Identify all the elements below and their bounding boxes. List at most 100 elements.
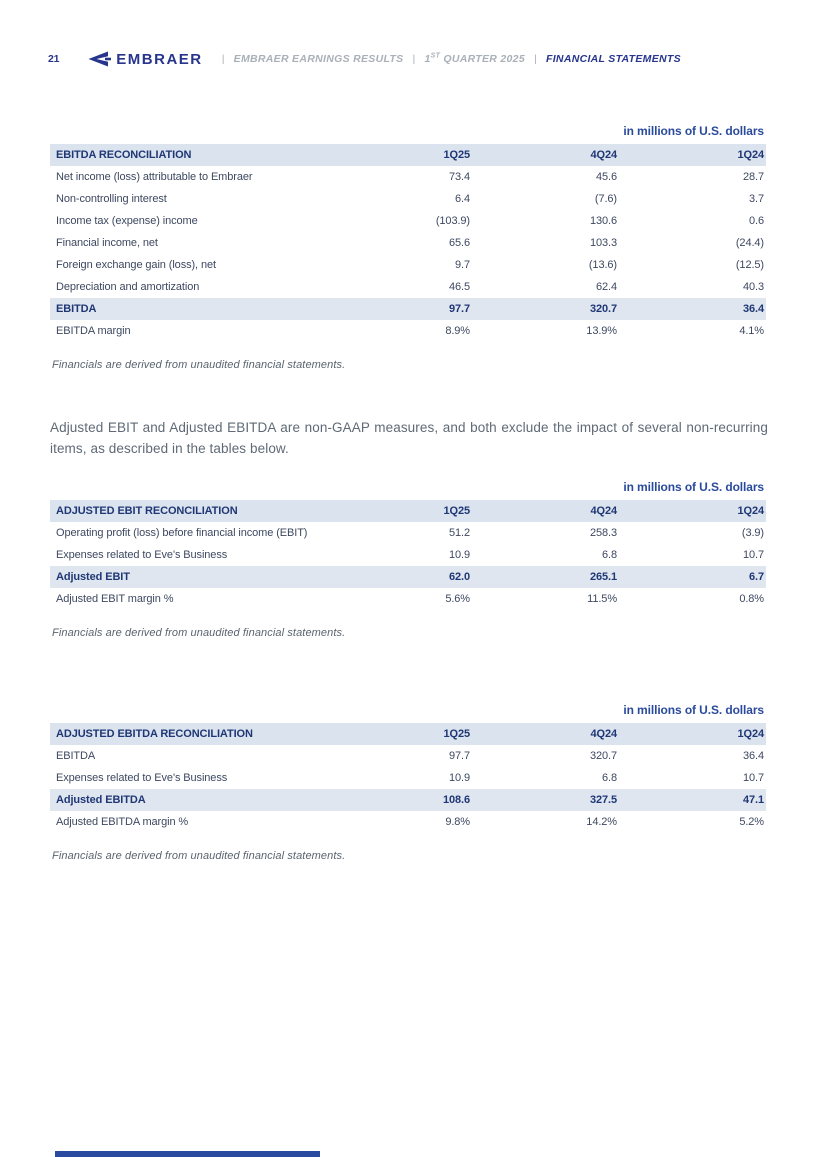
cell-value: 40.3 (742, 281, 764, 293)
row-label: Adjusted EBITDA margin % (56, 816, 189, 828)
breadcrumb-section-name: FINANCIAL STATEMENTS (546, 53, 681, 65)
breadcrumb-report-name: EMBRAER EARNINGS RESULTS (233, 53, 404, 65)
adjusted-ebitda-table: ADJUSTED EBITDA RECONCILIATION 1Q25 4Q24 1Q… (50, 723, 766, 833)
cell-value: 14.2% (586, 816, 617, 828)
cell-value: 10.9 (448, 549, 470, 561)
row-label: EBITDA (56, 750, 96, 762)
table-total-row: EBITDA 97.7 320.7 36.4 (50, 298, 766, 320)
cell-value: 36.4 (742, 303, 764, 315)
cell-value: 327.5 (589, 794, 617, 806)
cell-value: (3.9) (741, 527, 764, 539)
cell-value: 73.4 (448, 171, 470, 183)
cell-value: 6.4 (455, 193, 470, 205)
embraer-logo: EMBRAER (87, 51, 202, 68)
cell-value: 0.6 (749, 215, 764, 227)
cell-value: (13.6) (588, 259, 617, 271)
cell-value: (103.9) (435, 215, 470, 227)
cell-value: 62.0 (448, 571, 470, 583)
adjusted-ebitda-section: in millions of U.S. dollars ADJUSTED EBI… (50, 703, 766, 862)
table-total-row: Adjusted EBITDA 108.6 327.5 47.1 (50, 789, 766, 811)
table-row: Income tax (expense) income (103.9) 130.6 0… (50, 210, 766, 232)
column-header: 1Q25 (443, 505, 470, 517)
ebitda-reconciliation-section: in millions of U.S. dollars EBITDA RECON… (50, 124, 766, 371)
unit-label: in millions of U.S. dollars (623, 124, 764, 138)
cell-value: 258.3 (589, 527, 617, 539)
cell-value: 11.5% (587, 593, 617, 605)
table-row: Depreciation and amortization 46.5 62.4 40.… (50, 276, 766, 298)
cell-value: 265.1 (589, 571, 617, 583)
row-label: Adjusted EBIT (56, 571, 130, 583)
table-row: Adjusted EBITDA margin % 9.8% 14.2% 5.2% (50, 811, 766, 833)
table-row: Expenses related to Eve's Business 10.9 6.… (50, 767, 766, 789)
row-label: Net income (loss) attributable to Embrae… (56, 171, 253, 183)
adjusted-ebit-section: in millions of U.S. dollars ADJUSTED EBI… (50, 480, 766, 639)
table-header-row: ADJUSTED EBITDA RECONCILIATION 1Q25 4Q24 1Q… (50, 723, 766, 745)
row-label: EBITDA margin (56, 325, 131, 337)
breadcrumb-separator: | (221, 53, 225, 65)
cell-value: 10.7 (742, 549, 764, 561)
page-number: 21 (48, 53, 60, 65)
ebitda-reconciliation-table: EBITDA RECONCILIATION 1Q25 4Q24 1Q24 Net inc… (50, 144, 766, 342)
table-row: Operating profit (loss) before financial… (50, 522, 766, 544)
cell-value: 4.1% (739, 325, 764, 337)
table-row: EBITDA margin 8.9% 13.9% 4.1% (50, 320, 766, 342)
cell-value: 5.6% (445, 593, 470, 605)
table-footnote: Financials are derived from unaudited fi… (52, 627, 346, 639)
cell-value: 130.6 (589, 215, 617, 227)
column-header: 1Q24 (737, 505, 764, 517)
cell-value: 10.9 (448, 772, 470, 784)
table-footnote: Financials are derived from unaudited fi… (52, 850, 346, 862)
row-label: Operating profit (loss) before financial… (56, 527, 308, 539)
cell-value: 6.8 (602, 549, 617, 561)
table-row: Foreign exchange gain (loss), net 9.7 (13.… (50, 254, 766, 276)
row-label: Expenses related to Eve's Business (56, 549, 228, 561)
column-header: 4Q24 (590, 149, 617, 161)
cell-value: 5.2% (739, 816, 764, 828)
cell-value: 103.3 (589, 237, 617, 249)
row-label: Non-controlling interest (56, 193, 167, 205)
cell-value: 97.7 (448, 750, 470, 762)
cell-value: 6.8 (602, 772, 617, 784)
cell-value: 3.7 (749, 193, 764, 205)
table-footnote: Financials are derived from unaudited fi… (52, 359, 346, 371)
adjusted-ebit-table: ADJUSTED EBIT RECONCILIATION 1Q25 4Q24 1Q24… (50, 500, 766, 610)
column-header: 4Q24 (590, 505, 617, 517)
table-header-row: ADJUSTED EBIT RECONCILIATION 1Q25 4Q24 1Q24 (50, 500, 766, 522)
column-header: 1Q25 (443, 728, 470, 740)
table-title: ADJUSTED EBITDA RECONCILIATION (56, 728, 253, 740)
table-row: Adjusted EBIT margin % 5.6% 11.5% 0.8% (50, 588, 766, 610)
row-label: Financial income, net (56, 237, 158, 249)
cell-value: 13.9% (586, 325, 617, 337)
breadcrumb: | EMBRAER EARNINGS RESULTS | 1st QUARTER… (213, 52, 681, 66)
table-title: EBITDA RECONCILIATION (56, 149, 192, 161)
table-row: Financial income, net 65.6 103.3 (24.4) (50, 232, 766, 254)
cell-value: 47.1 (742, 794, 764, 806)
column-header: 1Q24 (737, 149, 764, 161)
cell-value: 320.7 (589, 750, 617, 762)
unit-label: in millions of U.S. dollars (623, 703, 764, 717)
embraer-wordmark: EMBRAER (116, 50, 203, 68)
unit-label: in millions of U.S. dollars (623, 480, 764, 494)
cell-value: 45.6 (595, 171, 617, 183)
cell-value: 320.7 (589, 303, 617, 315)
table-row: EBITDA 97.7 320.7 36.4 (50, 745, 766, 767)
page-header: 21 EMBRAER | EMBRAER EARNINGS RESULTS | … (48, 48, 770, 70)
quarter-superscript: st (430, 52, 441, 60)
cell-value: 8.9% (445, 325, 470, 337)
table-title: ADJUSTED EBIT RECONCILIATION (56, 505, 238, 517)
row-label: Depreciation and amortization (56, 281, 200, 293)
table-row: Non-controlling interest 6.4 (7.6) 3.7 (50, 188, 766, 210)
table-row: Expenses related to Eve's Business 10.9 6.… (50, 544, 766, 566)
table-total-row: Adjusted EBIT 62.0 265.1 6.7 (50, 566, 766, 588)
cell-value: 10.7 (742, 772, 764, 784)
column-header: 1Q24 (737, 728, 764, 740)
row-label: Foreign exchange gain (loss), net (56, 259, 216, 271)
cell-value: 46.5 (448, 281, 470, 293)
cell-value: (24.4) (735, 237, 764, 249)
row-label: Adjusted EBIT margin % (56, 593, 174, 605)
cell-value: (7.6) (594, 193, 617, 205)
cell-value: 9.8% (445, 816, 470, 828)
breadcrumb-quarter: 1st QUARTER 2025 (424, 52, 525, 66)
cell-value: 6.7 (749, 571, 764, 583)
column-header: 1Q25 (443, 149, 470, 161)
